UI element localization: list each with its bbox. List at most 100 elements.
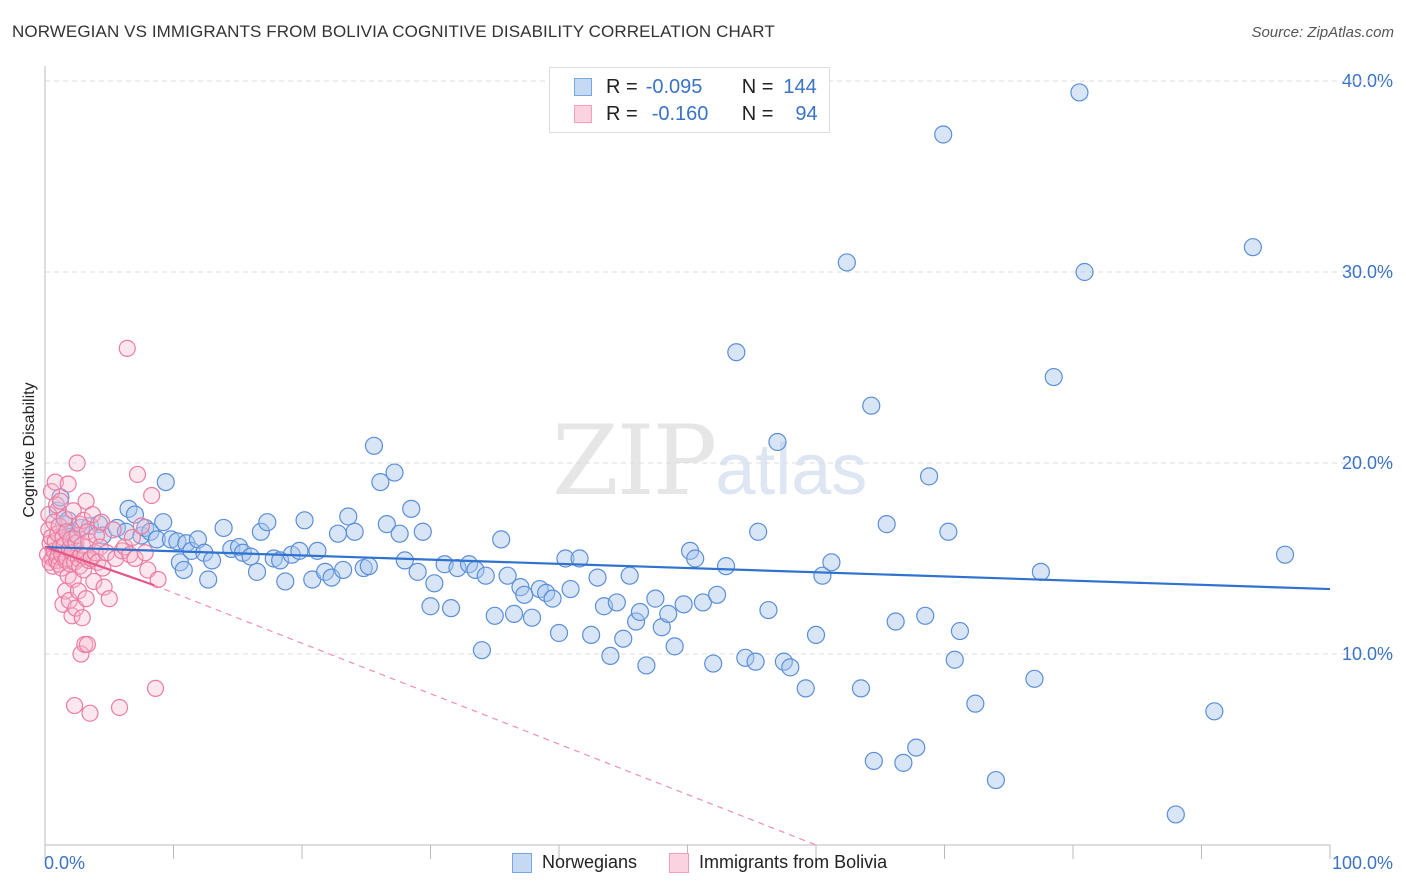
- source-credit: Source: ZipAtlas.com: [1251, 24, 1394, 41]
- legend-n-label: N =: [741, 102, 774, 125]
- norwegian-point: [707, 585, 727, 604]
- norwegian-point: [1031, 562, 1050, 581]
- legend-row-norwegians: R = -0.095 N = 144: [574, 74, 817, 100]
- norwegian-point: [727, 343, 746, 362]
- series-legend: Norwegians Immigrants from Bolivia: [512, 852, 919, 873]
- norwegian-point: [492, 530, 511, 549]
- norwegian-point: [907, 738, 926, 757]
- norwegian-point: [716, 557, 736, 576]
- correlation-legend: R = -0.095 N = 144 R = -0.160 N = 94: [549, 67, 830, 133]
- watermark: ZIPatlas: [552, 405, 867, 517]
- norwegian-point: [894, 753, 913, 772]
- norwegian-point: [674, 595, 693, 614]
- norwegian-point: [556, 549, 575, 568]
- norwegian-point: [1025, 669, 1044, 688]
- norwegian-point: [1070, 83, 1089, 102]
- norwegian-point: [549, 623, 569, 643]
- norwegian-point: [601, 646, 620, 666]
- bolivia-point: [149, 570, 167, 589]
- norwegian-point: [796, 679, 815, 698]
- norwegian-point: [116, 522, 136, 541]
- norwegian-point: [251, 522, 270, 541]
- norwegian-point: [877, 515, 896, 534]
- norwegian-point: [659, 604, 678, 623]
- norwegian-point: [934, 125, 953, 144]
- legend-r-value: -0.160: [651, 102, 709, 125]
- norwegian-point: [966, 694, 985, 713]
- norwegian-point: [746, 652, 765, 671]
- norwegian-point: [626, 612, 646, 631]
- bolivia-point: [51, 492, 70, 510]
- bolivia-point: [104, 521, 122, 539]
- legend-n-value: 94: [795, 102, 818, 125]
- norwegian-point: [1075, 262, 1094, 282]
- bolivia-point: [100, 590, 118, 608]
- norwegian-point: [258, 513, 277, 532]
- norwegian-point: [570, 549, 589, 568]
- norwegian-point: [945, 650, 964, 669]
- norwegian-point: [199, 570, 218, 589]
- norwegian-trend-line: [44, 545, 1331, 591]
- series-legend-norwegians: Norwegians: [512, 852, 637, 873]
- norwegian-point: [665, 637, 684, 656]
- norwegian-point: [147, 530, 166, 549]
- norwegian-point: [1044, 367, 1063, 387]
- norwegian-point: [1205, 702, 1224, 721]
- norwegian-point: [986, 770, 1006, 790]
- bolivia-point: [136, 544, 154, 562]
- norwegian-point: [543, 589, 562, 608]
- bolivia-point: [65, 696, 84, 715]
- legend-r-label: R =: [606, 102, 638, 125]
- norwegian-point: [295, 511, 314, 530]
- norwegian-point: [588, 568, 607, 587]
- norwegian-point: [736, 648, 755, 667]
- series-swatch-bolivia: [669, 852, 690, 873]
- norwegian-point: [759, 600, 778, 620]
- norwegian-point: [345, 522, 364, 541]
- norwegian-point: [174, 560, 193, 580]
- norwegian-point: [202, 551, 222, 570]
- legend-r-value: -0.095: [645, 75, 703, 98]
- y-axis-label-wrap: Cognitive Disability: [18, 360, 42, 540]
- norwegian-point: [806, 625, 826, 645]
- norwegian-point: [472, 641, 491, 660]
- bolivia-point: [59, 475, 77, 493]
- norwegian-point: [607, 593, 626, 612]
- y-tick-label: 30.0%: [1342, 262, 1393, 282]
- norwegian-point: [614, 629, 633, 648]
- norwegian-point: [749, 522, 768, 541]
- norwegian-point: [334, 560, 353, 580]
- norwegian-point: [425, 574, 444, 593]
- norwegian-point: [328, 524, 348, 543]
- norwegian-point: [768, 432, 787, 452]
- norwegian-point: [271, 551, 290, 570]
- series-label-norwegians: Norwegians: [542, 852, 638, 872]
- watermark-atlas: atlas: [715, 430, 868, 510]
- norwegian-point: [241, 547, 260, 566]
- x-tick-label: 100.0%: [1332, 853, 1393, 873]
- bolivia-point: [81, 704, 99, 722]
- norwegian-point: [276, 572, 295, 591]
- norwegian-point: [485, 606, 504, 625]
- norwegian-point: [693, 593, 713, 612]
- norwegian-point: [862, 396, 881, 415]
- norwegian-point: [385, 463, 404, 482]
- bolivia-point: [91, 538, 109, 556]
- norwegian-point: [620, 566, 639, 585]
- norwegian-point: [421, 597, 440, 616]
- watermark-zip: ZIP: [552, 405, 717, 517]
- norwegian-point: [504, 604, 524, 623]
- norwegian-point: [377, 515, 396, 534]
- norwegian-point: [161, 530, 181, 549]
- norwegian-point: [939, 522, 958, 541]
- series-swatch-norwegians: [512, 852, 532, 873]
- bolivia-trend-extension: [154, 584, 817, 846]
- norwegian-point: [522, 608, 542, 627]
- bolivia-point: [123, 528, 141, 547]
- bolivia-trend-line: [44, 546, 155, 587]
- norwegian-point: [395, 551, 414, 570]
- norwegian-point: [390, 524, 409, 543]
- norwegian-point: [781, 658, 800, 677]
- bolivia-point: [73, 609, 91, 627]
